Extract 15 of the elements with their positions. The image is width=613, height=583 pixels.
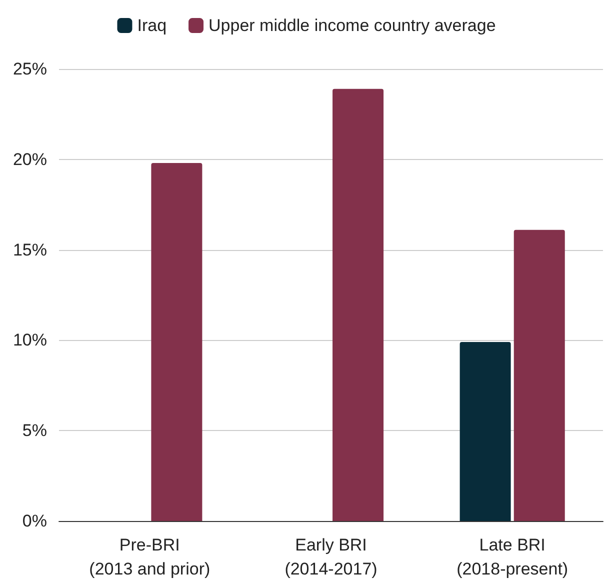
x-tick-label: Late BRI (2018-present) [456, 536, 568, 578]
legend-label: Iraq [137, 16, 167, 35]
y-tick-label: 15% [12, 240, 47, 260]
y-tick-label: 20% [12, 150, 47, 169]
y-tick-label: 5% [22, 421, 47, 440]
bar [332, 88, 384, 521]
bar [514, 230, 565, 521]
bar [460, 342, 511, 521]
y-tick-label: 10% [12, 330, 47, 350]
x-tick-label: Pre-BRI (2013 and prior) [89, 536, 210, 578]
y-tick-label: 0% [22, 512, 47, 530]
legend-label: Upper middle income country average [208, 16, 496, 35]
y-tick-label: 25% [12, 60, 47, 78]
bar [151, 163, 202, 521]
x-tick-label: Early BRI (2014-2017) [284, 536, 378, 578]
